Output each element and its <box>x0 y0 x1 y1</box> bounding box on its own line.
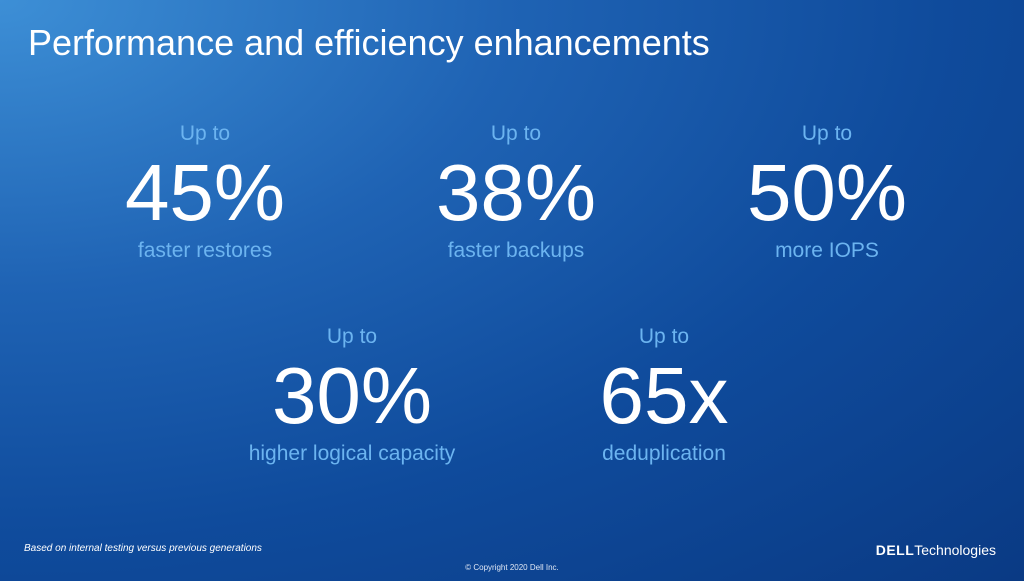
stat: Up to 45% faster restores <box>55 120 355 264</box>
stat-label: deduplication <box>602 442 726 465</box>
stat-prefix: Up to <box>801 122 853 145</box>
footnote: Based on internal testing versus previou… <box>24 543 262 554</box>
stat-value: 65x <box>599 351 729 440</box>
stat-prefix: Up to <box>326 325 378 348</box>
logo-suffix: Technologies <box>914 542 996 558</box>
slide-title: Performance and efficiency enhancements <box>28 22 710 63</box>
stat-label: more IOPS <box>775 239 879 262</box>
stat: Up to 38% faster backups <box>366 120 666 264</box>
stat-prefix: Up to <box>490 122 542 145</box>
logo: DELLTechnologies <box>876 542 996 558</box>
stat: Up to 50% more IOPS <box>677 120 977 264</box>
stat-value: 50% <box>746 148 908 237</box>
stat-label: faster backups <box>447 239 585 262</box>
logo-brand: DELL <box>875 542 915 558</box>
stat-prefix: Up to <box>638 325 690 348</box>
stat: Up to 30% higher logical capacity <box>202 323 502 467</box>
copyright: © Copyright 2020 Dell Inc. <box>465 563 559 572</box>
stat-prefix: Up to <box>179 122 231 145</box>
stat-label: higher logical capacity <box>248 442 456 465</box>
stat: Up to 65x deduplication <box>514 323 814 467</box>
stat-value: 30% <box>271 351 433 440</box>
stat-label: faster restores <box>137 239 273 262</box>
stat-value: 45% <box>124 148 286 237</box>
stat-value: 38% <box>435 148 597 237</box>
